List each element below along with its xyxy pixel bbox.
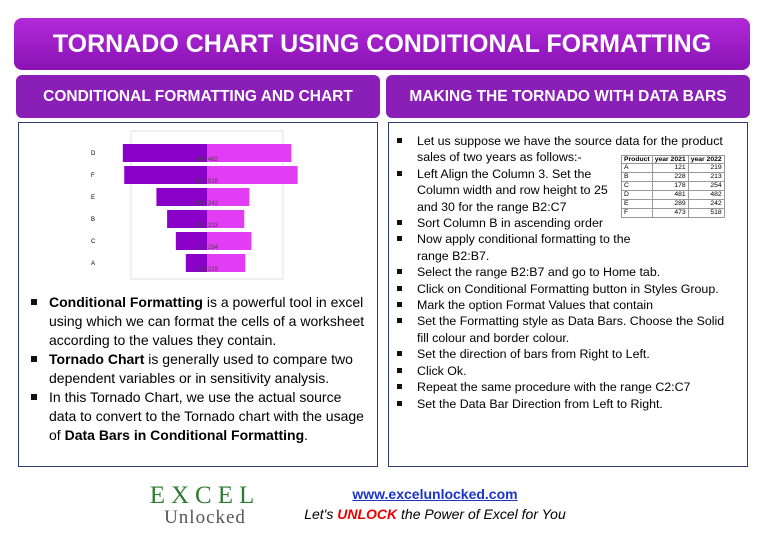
bullet: Let us suppose we have the source data f… <box>393 133 739 166</box>
bar-label: 121 <box>196 267 207 273</box>
bullet-list: Let us suppose we have the source data f… <box>393 133 739 412</box>
cell: 289 <box>651 199 689 209</box>
tornado-chart: D 481 482 F 473 518 E 289 242 B 228 213 C 178 254 A 121 2… <box>91 130 298 280</box>
cell: 242 <box>687 199 725 209</box>
cell: 213 <box>687 172 725 182</box>
bar <box>207 254 246 272</box>
cell: F <box>621 208 653 218</box>
bar-label: 518 <box>208 179 219 185</box>
bullet: Select the range B2:B7 and go to Home ta… <box>393 264 739 280</box>
header-cell: Product <box>621 155 653 164</box>
bullet: Tornado Chart is generally used to compa… <box>25 350 371 388</box>
bullet: Click Ok. <box>393 363 739 379</box>
cell: 481 <box>651 190 689 200</box>
bullet: Left Align the Column 3. Set the Column … <box>393 166 612 215</box>
table-row: B 228 213 <box>621 172 725 182</box>
cell: 228 <box>651 172 689 182</box>
bar-label: 289 <box>196 201 207 207</box>
text-run: . <box>304 427 309 443</box>
bullet: Set the Data Bar Direction from Left to … <box>393 396 739 412</box>
category-label: E <box>91 195 95 201</box>
header-cell: year 2021 <box>651 155 689 164</box>
section-heading: MAKING THE TORNADO WITH DATA BARS <box>386 75 750 118</box>
bullet: Set the direction of bars from Right to … <box>393 346 739 362</box>
data-table: Product year 2021 year 2022 A 121 219 B 228 213 C… <box>621 155 725 218</box>
text-run: Let's <box>304 506 338 522</box>
bar-label: 228 <box>196 223 207 229</box>
right-panel: Let us suppose we have the source data f… <box>388 122 748 467</box>
page-title: TORNADO CHART USING CONDITIONAL FORMATTI… <box>14 18 750 70</box>
table-header: Product year 2021 year 2022 <box>621 155 725 164</box>
bar-label: 482 <box>208 157 219 163</box>
text-run: Conditional Formatting <box>49 294 203 310</box>
bar <box>122 144 207 162</box>
table-row: A 121 219 <box>621 163 725 173</box>
bar <box>124 166 207 184</box>
text-run: In this Tornado Chart, we use the actual… <box>49 389 364 443</box>
bar-label: 219 <box>208 267 219 273</box>
bullet-list: Conditional Formatting is a powerful too… <box>25 293 371 445</box>
table-row: F 473 518 <box>621 208 725 218</box>
cell: 482 <box>687 190 725 200</box>
tagline: Let's UNLOCK the Power of Excel for You <box>290 506 580 522</box>
bullet: Conditional Formatting is a powerful too… <box>25 293 371 350</box>
category-label: C <box>91 239 96 245</box>
left-panel: D 481 482 F 473 518 E 289 242 B 228 213 C 178 254 A 121 2… <box>18 122 378 467</box>
cell: C <box>621 181 653 191</box>
category-label: D <box>91 151 96 157</box>
bar-label: 213 <box>208 223 219 229</box>
bar <box>207 188 250 206</box>
bullet: Sort Column B in ascending order <box>393 215 612 231</box>
bar-label: 242 <box>208 201 219 207</box>
header-cell: year 2022 <box>687 155 725 164</box>
bullet: Repeat the same procedure with the range… <box>393 379 739 395</box>
cell: B <box>621 172 653 182</box>
bullet: Set the Formatting style as Data Bars. C… <box>393 313 739 346</box>
table-row: D 481 482 <box>621 190 725 200</box>
cell: 518 <box>687 208 725 218</box>
bar <box>207 232 252 250</box>
bar-label: 254 <box>208 245 219 251</box>
logo: EXCEL Unlocked <box>130 482 280 528</box>
category-label: A <box>91 261 95 267</box>
cell: 178 <box>651 181 689 191</box>
text-run: Tornado Chart <box>49 351 145 367</box>
table-row: E 289 242 <box>621 199 725 209</box>
text-run: is a powerful tool in excel using which … <box>49 294 365 348</box>
cell: 219 <box>687 163 725 173</box>
text-run: is generally used to compare two depende… <box>49 351 353 386</box>
text-run: UNLOCK <box>337 506 398 522</box>
site-url[interactable]: www.excelunlocked.com <box>352 486 518 502</box>
category-label: F <box>91 173 95 179</box>
cell: A <box>621 163 653 173</box>
cell: 473 <box>651 208 689 218</box>
bar <box>167 210 207 228</box>
cell: E <box>621 199 653 209</box>
table-row: C 178 254 <box>621 181 725 191</box>
bar-label: 473 <box>196 179 207 185</box>
bar <box>185 254 207 272</box>
text-run: the Power of Excel for You <box>397 506 566 522</box>
text-run: Data Bars in Conditional Formatting <box>64 427 305 443</box>
bar-label: 178 <box>196 245 207 251</box>
logo-bottom: Unlocked <box>164 507 246 528</box>
bullet: Mark the option Format Values that conta… <box>393 297 739 313</box>
logo-top: EXCEL <box>149 482 261 509</box>
cell: 254 <box>687 181 725 191</box>
category-label: B <box>91 217 95 223</box>
bullet: Click on Conditional Formatting button i… <box>393 281 739 297</box>
bullet: In this Tornado Chart, we use the actual… <box>25 388 371 445</box>
bar-label: 481 <box>196 157 207 163</box>
section-heading: CONDITIONAL FORMATTING AND CHART <box>16 75 380 118</box>
bullet: Now apply conditional formatting to the … <box>393 231 642 264</box>
cell: 121 <box>651 163 689 173</box>
cell: D <box>621 190 653 200</box>
bar <box>207 210 245 228</box>
bar <box>156 188 207 206</box>
bar <box>175 232 207 250</box>
bar <box>207 144 292 162</box>
bar <box>207 166 298 184</box>
